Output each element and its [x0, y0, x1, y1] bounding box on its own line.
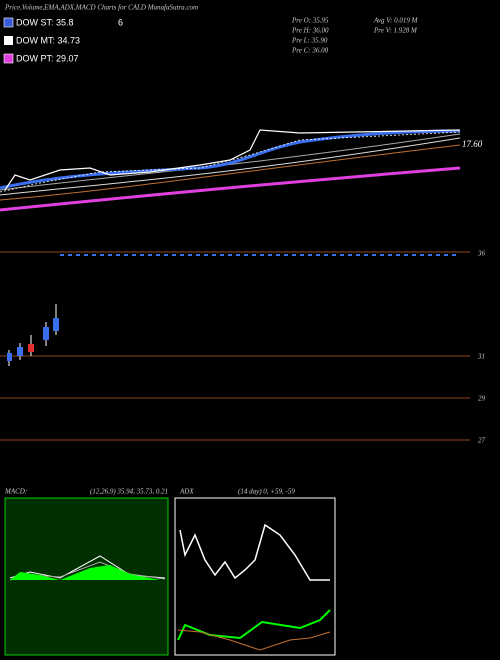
adx-line	[179, 523, 330, 581]
macd-params: (12,26,9) 35.94, 35.73, 0.21	[90, 488, 168, 496]
legend-swatch	[3, 17, 14, 28]
legend-extra: 6	[118, 17, 123, 27]
level-label: 31	[477, 353, 485, 361]
level-label: 29	[478, 395, 486, 403]
minus-di	[177, 629, 331, 651]
stat: Pre V: 1.928 M	[373, 27, 418, 35]
level-label: 27	[478, 437, 486, 445]
adx-title: ADX	[179, 488, 194, 496]
adx-params: (14 day) 0, +59, -59	[238, 488, 295, 496]
stat: Pre O: 35.95	[291, 17, 329, 25]
legend-swatch	[3, 53, 14, 64]
plus-di	[177, 609, 331, 641]
stat: Pre C: 36.00	[291, 47, 329, 55]
legend-label: DOW ST: 35.8	[16, 17, 74, 27]
price-label: 17.60	[462, 139, 483, 149]
legend-label: DOW PT: 29.07	[16, 53, 79, 63]
title: Price,Volume,EMA,ADX,MACD Charts for CAL…	[4, 4, 198, 12]
legend-swatch	[4, 36, 13, 45]
level-label: 36	[477, 250, 486, 258]
candles	[7, 254, 460, 366]
macd-hist	[10, 565, 160, 580]
stat: Pre L: 35.90	[291, 37, 328, 45]
stat: Avg V: 0.019 M	[373, 17, 419, 25]
macd-title: MACD:	[4, 488, 27, 496]
legend-label: DOW MT: 34.73	[16, 35, 80, 45]
price-lines	[0, 129, 461, 212]
stat: Pre H: 36.00	[291, 27, 329, 35]
